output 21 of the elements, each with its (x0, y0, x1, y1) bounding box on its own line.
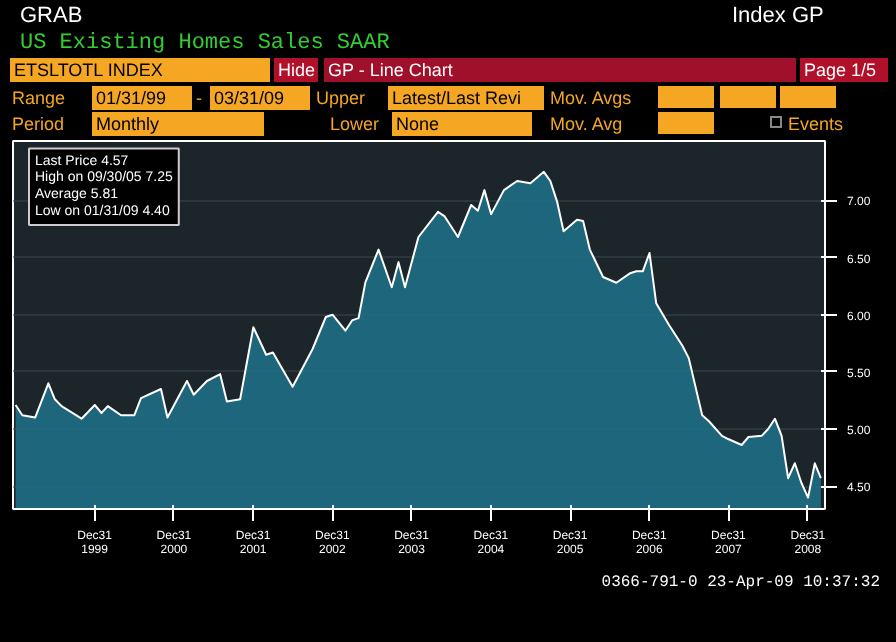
text: Mov. Avgs (550, 86, 632, 110)
text: Period (12, 112, 65, 136)
text: GP - Line Chart (324, 58, 796, 82)
text: Upper (316, 86, 366, 110)
text: 01/31/99 (92, 86, 192, 110)
text: Monthly (92, 112, 264, 136)
text: - (196, 86, 202, 110)
text: Mov. Avg (550, 112, 623, 136)
text: None (392, 112, 532, 136)
text: Page 1/5 (800, 58, 888, 82)
text: Latest/Last Revi (388, 86, 544, 110)
chart-title: US Existing Homes Sales SAAR (20, 30, 390, 60)
text: Index GP (732, 4, 824, 28)
text: Lower (330, 112, 380, 136)
text: Events (788, 112, 844, 136)
text: ETSLTOTL INDEX (10, 58, 270, 82)
text: 03/31/09 (210, 86, 310, 110)
text: GRAB (20, 4, 83, 28)
text: Range (12, 86, 66, 110)
text: 0366-791-0 23-Apr-09 10:37:32 (0, 564, 880, 636)
text: Hide (274, 58, 318, 82)
